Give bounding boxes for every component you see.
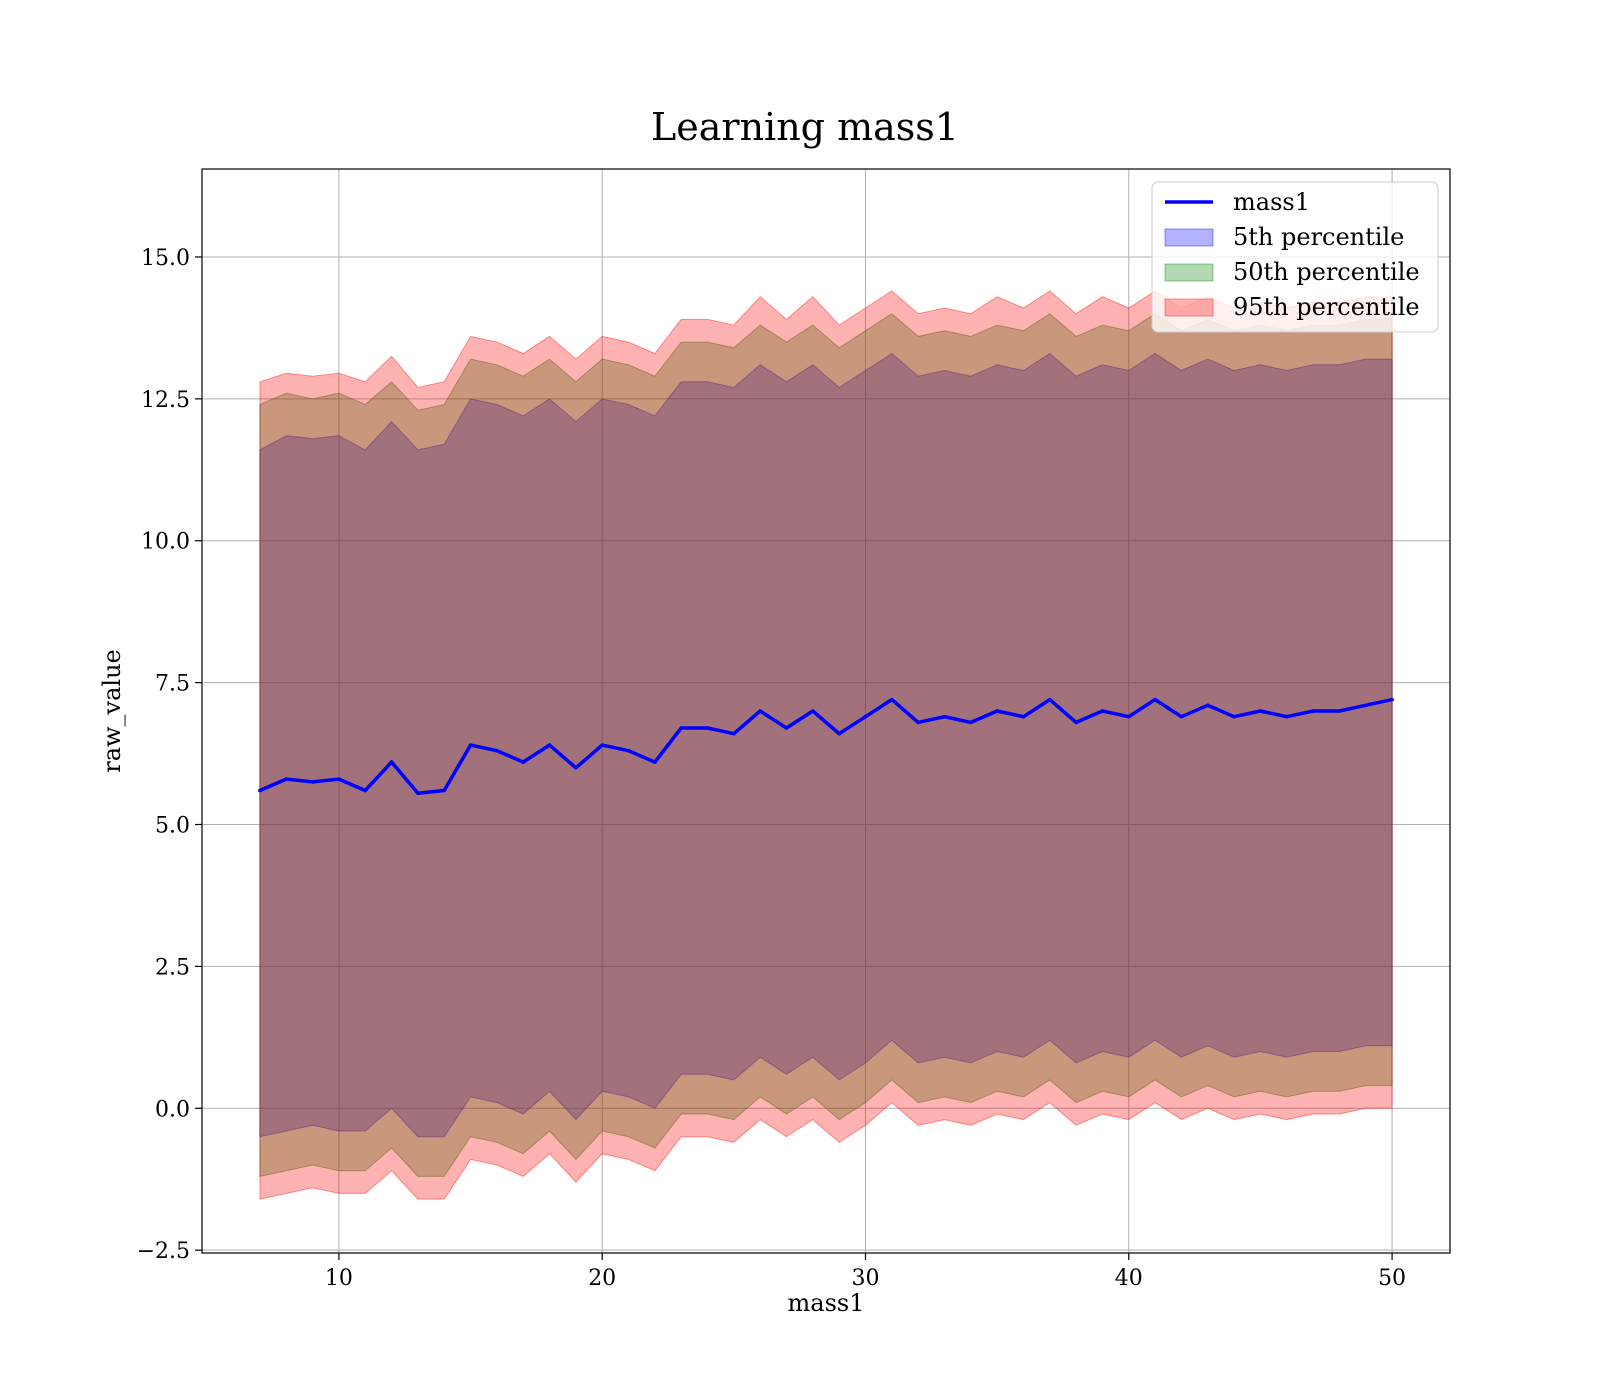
mass1-point	[1311, 709, 1315, 713]
50th-percentile-band	[259, 313, 1393, 1178]
y-tick-label: 15.0	[141, 246, 190, 271]
mass1-point	[1205, 703, 1210, 708]
percentile-bands	[259, 290, 1393, 1200]
mass1-point	[705, 726, 710, 730]
series-lines	[258, 697, 1394, 796]
mass1-point	[1337, 709, 1342, 713]
mass1-point	[653, 760, 657, 764]
mass1-point	[626, 748, 631, 753]
legend-swatch-patch	[1164, 263, 1214, 282]
mass1-point	[1021, 714, 1026, 719]
y-axis: −2.5 0.0 2.5 5.0 7.5 10.0 12.5 15.0	[137, 246, 202, 1264]
y-axis-label: raw_value	[98, 649, 126, 773]
plot-frame	[201, 168, 1451, 1254]
legend-frame	[1151, 181, 1439, 333]
mass1-point	[1100, 709, 1105, 713]
5th-percentile-band	[259, 352, 1393, 1138]
mass1-point	[1047, 697, 1052, 702]
chart-title: Learning mass1	[651, 105, 959, 149]
y-tick-label: 12.5	[141, 388, 190, 413]
legend-swatch-patch	[1164, 298, 1214, 317]
mass1-point	[442, 788, 447, 793]
y-tick-label: 2.5	[155, 955, 190, 980]
legend-label: mass1	[1233, 188, 1310, 216]
mass1-point	[1232, 714, 1236, 719]
mass1-point	[600, 743, 605, 747]
x-tick-label: 40	[1115, 1266, 1143, 1291]
mass1-point	[995, 709, 999, 713]
mass1-point	[521, 760, 526, 764]
mass1-point	[1153, 697, 1157, 702]
y-tick-label: 10.0	[141, 530, 190, 555]
legend-label: 5th percentile	[1233, 223, 1404, 251]
mass1-point	[916, 720, 920, 725]
mass1-point	[468, 743, 473, 747]
legend: mass1 5th percentile 50th percentile 95th p…	[1151, 181, 1439, 333]
mass1-point	[784, 726, 789, 730]
legend-swatch-patch	[1164, 228, 1214, 247]
mass1-point	[890, 697, 894, 702]
mass1-point	[574, 765, 578, 770]
mass1-point	[837, 731, 841, 736]
mass1-point	[1363, 703, 1368, 708]
95th-percentile-band	[259, 290, 1393, 1200]
mass1-point	[495, 748, 499, 753]
legend-label: 95th percentile	[1233, 293, 1420, 321]
mass1-point	[942, 714, 947, 719]
mass1-line	[259, 697, 1393, 796]
mass1-point	[363, 788, 368, 793]
mass1-point	[337, 777, 341, 781]
mass1-point	[863, 714, 868, 719]
mass1-point	[389, 760, 394, 764]
mass1-point	[547, 743, 552, 747]
mass1-point	[310, 780, 315, 784]
mass1-point	[1390, 697, 1394, 702]
mass1-point	[1284, 714, 1289, 719]
grid	[202, 169, 1450, 1253]
mass1-point	[732, 731, 736, 736]
mass1-point	[284, 777, 289, 781]
mass1-point	[1179, 714, 1184, 719]
y-tick-label: 5.0	[155, 814, 190, 839]
mass1-point	[1258, 709, 1263, 713]
mass1-point	[1074, 720, 1078, 725]
x-tick-label: 10	[325, 1266, 353, 1291]
mass1-point	[758, 709, 762, 713]
mass1-point	[969, 720, 973, 725]
x-tick-label: 50	[1378, 1266, 1406, 1291]
mass1-point	[1126, 714, 1131, 719]
mass1-point	[258, 788, 262, 793]
x-tick-label: 20	[588, 1266, 616, 1291]
y-tick-label: 0.0	[155, 1097, 190, 1122]
x-tick-label: 30	[851, 1266, 879, 1291]
mass1-point	[811, 709, 815, 713]
legend-label: 50th percentile	[1233, 258, 1420, 286]
mass1-point	[416, 791, 420, 796]
y-tick-label: −2.5	[137, 1239, 190, 1264]
y-tick-label: 7.5	[155, 672, 190, 697]
x-axis: 10 20 30 40 50	[325, 1253, 1406, 1291]
mass1-point	[679, 726, 683, 730]
x-axis-label: mass1	[788, 1289, 865, 1317]
